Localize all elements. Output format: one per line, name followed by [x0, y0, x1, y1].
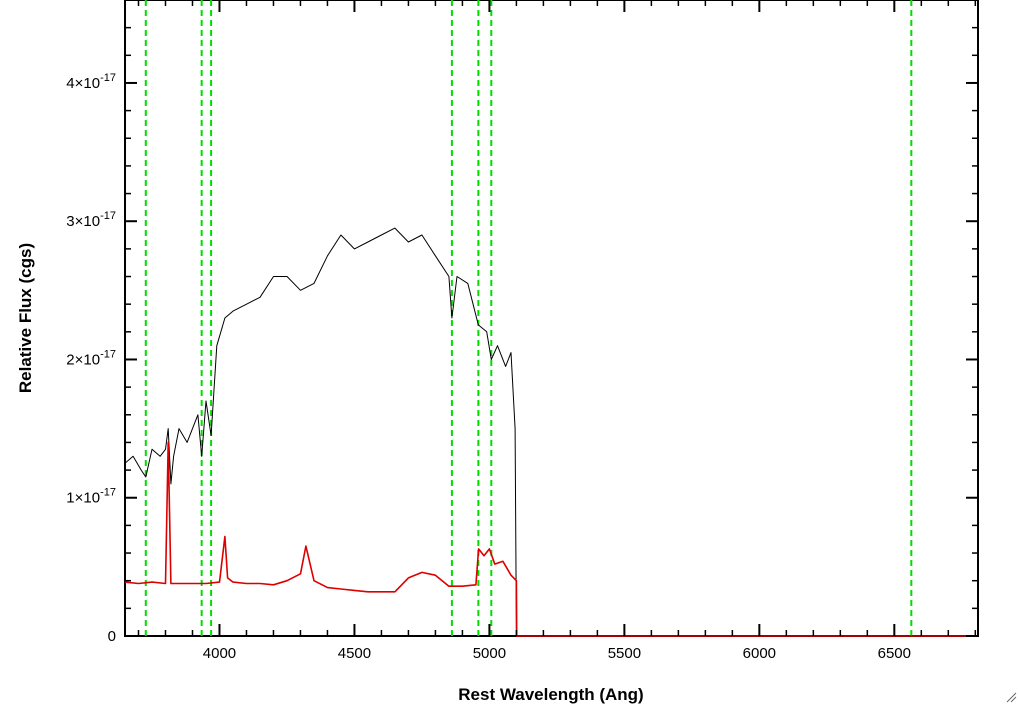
x-tick-label-2: 5000	[473, 645, 506, 662]
spectrum-series	[124, 227, 978, 637]
y-axis-title: Relative Flux (cgs)	[16, 243, 35, 393]
y-axis-ticks: 0 1×10-17 2×10-17 3×10-17 4×10-17	[66, 26, 978, 645]
x-tick-label-3: 5500	[608, 645, 641, 662]
y-tick-label-0: 0	[108, 628, 116, 645]
resize-grip-icon[interactable]	[1005, 691, 1017, 703]
x-tick-label-5: 6500	[878, 645, 911, 662]
y-tick-label-1: 1×10-17	[66, 487, 116, 507]
x-axis-ticks: 4000 4500 5000 5500 6000 6500	[137, 0, 977, 662]
plot-frame	[124, 0, 979, 637]
x-tick-label-4: 6000	[743, 645, 776, 662]
emission-line-markers	[144, 0, 913, 636]
x-tick-label-0: 4000	[203, 645, 236, 662]
x-tick-label-1: 4500	[338, 645, 371, 662]
y-tick-label-2: 2×10-17	[66, 348, 116, 368]
y-tick-label-3: 3×10-17	[66, 210, 116, 230]
y-tick-label-4: 4×10-17	[66, 72, 116, 92]
x-axis-title: Rest Wavelength (Ang)	[458, 685, 643, 704]
series-line-0	[124, 227, 517, 637]
series-line-1	[124, 441, 978, 637]
